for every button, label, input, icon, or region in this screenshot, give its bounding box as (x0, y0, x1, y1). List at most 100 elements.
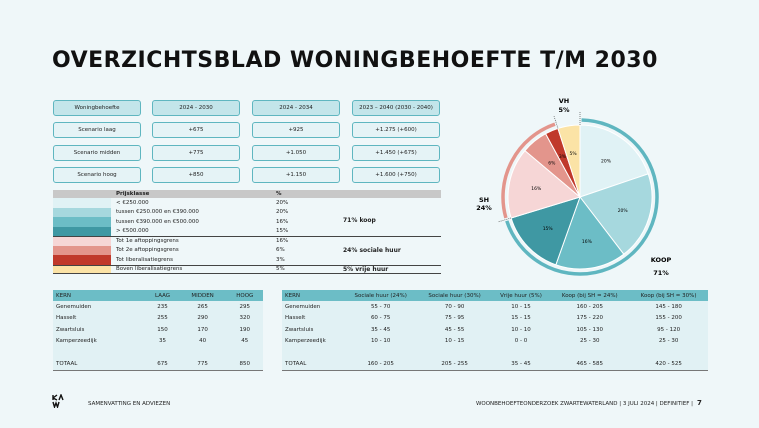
price-label: < €250.000 (116, 199, 149, 206)
price-row: tussen €390.000 en €500.000 16% (53, 217, 441, 227)
column-header: Koop (bij SH = 24%) (550, 290, 630, 301)
table-cell: 320 (239, 315, 251, 322)
group-sociale-huur: 24% sociale huur (343, 246, 401, 254)
table-cell: TOTAAL (56, 361, 78, 368)
column-header: MIDDEN (178, 290, 227, 301)
footer-section: SAMENVATTING EN ADVIEZEN (88, 401, 171, 407)
table-cell (146, 347, 178, 359)
color-swatch (53, 217, 111, 227)
table-cell: 0 - 0 (514, 338, 528, 345)
table-cell (344, 347, 418, 359)
table-row: Genemuiden 235 265 295 (53, 301, 263, 313)
grid-cell: +850 (152, 167, 240, 183)
grid-cell: Scenario hoog (53, 167, 141, 183)
group-koop: 71% koop (343, 216, 376, 224)
grid-cell: +1.150 (252, 167, 340, 183)
column-header: KERN (282, 290, 344, 301)
group-label-name: KOOP (651, 256, 672, 264)
grid-cell: +1.050 (252, 145, 340, 161)
price-row: Tot 2e aftoppingsgrens 6% 24% sociale huur (53, 245, 441, 255)
table-cell: TOTAAL (285, 361, 307, 368)
price-pct: 6% (276, 247, 285, 254)
group-label-pct: 5% (558, 106, 570, 114)
table-cell: Hasselt (56, 315, 77, 322)
group-label-name: VH (559, 97, 569, 105)
table-cell: 190 (239, 326, 251, 333)
table-row: Zwartsluis 150 170 190 (53, 324, 263, 336)
slice-label: 20% (618, 208, 629, 214)
slice-label: 20% (601, 159, 612, 165)
segment-table: KERN Sociale huur (24%) Sociale huur (30%)… (282, 290, 708, 371)
price-row: tussen €250.000 en €390.000 20% 71% koop (53, 207, 441, 224)
grid-cell: +775 (152, 145, 240, 161)
table-row: TOTAAL 675 775 850 (53, 359, 263, 371)
table-cell (550, 347, 629, 359)
table-cell: 95 - 120 (657, 326, 681, 333)
table-cell (629, 347, 708, 359)
table-row: Hasselt 60 - 75 75 - 95 15 - 15 175 - 220 155… (282, 313, 708, 325)
grid-header: Woningbehoefte (53, 100, 141, 116)
table-cell: 70 - 90 (444, 303, 465, 310)
price-label: Tot 2e aftoppingsgrens (116, 247, 179, 254)
price-pct: 5% (276, 266, 285, 273)
price-pct: 20% (276, 199, 289, 206)
group-vrije-huur: 5% vrije huur (343, 265, 389, 273)
table-cell: 850 (239, 361, 251, 368)
pie-slice (555, 195, 625, 270)
table-cell: Zwartsluis (56, 326, 85, 333)
price-row: Boven liberalisatiegrens 5% 5% vrije huur (53, 264, 441, 274)
table-cell: 35 (159, 338, 167, 345)
page-number: 7 (697, 399, 702, 407)
group-divider (553, 115, 559, 129)
group-ring-sh (501, 122, 556, 219)
group-divider (497, 217, 512, 223)
group-ring-koop (505, 118, 659, 276)
grid-cell: Scenario midden (53, 145, 141, 161)
table-cell: 175 - 220 (576, 315, 604, 322)
color-swatch (53, 198, 111, 208)
column-header: Koop (bij SH = 30%) (629, 290, 708, 301)
table-cell: 420 - 525 (655, 361, 682, 368)
table-cell: 235 (157, 303, 168, 310)
table-cell (227, 347, 263, 359)
table-cell: 25 - 30 (658, 338, 679, 345)
price-row: Tot liberalisatiegrens 3% (53, 255, 441, 265)
table-cell: 60 - 75 (370, 315, 391, 322)
price-class-table: Prijsklasse% < €250.000 20% tussen €250.000… (53, 190, 441, 274)
table-cell (282, 347, 344, 359)
table-cell: 255 (157, 315, 168, 322)
slice-label: 5% (570, 151, 578, 157)
table-cell: 10 - 10 (511, 326, 531, 333)
table-cell: 775 (197, 361, 208, 368)
grid-header: 2024 - 2034 (252, 100, 340, 116)
column-header: Sociale huur (30%) (417, 290, 492, 301)
table-cell: 150 (157, 326, 168, 333)
table-cell: 160 - 205 (367, 361, 394, 368)
table-cell: Genemuiden (285, 303, 321, 310)
table-cell: 40 (199, 338, 207, 345)
price-label: > €500.000 (116, 228, 149, 235)
grid-cell: +925 (252, 122, 340, 138)
price-row: > €500.000 15% (53, 226, 441, 236)
table-cell: 105 - 130 (576, 326, 604, 333)
slice-label: 15% (543, 226, 554, 232)
grid-header: 2023 – 2040 (2030 - 2040) (352, 100, 440, 116)
table-cell (179, 347, 227, 359)
table-cell: 45 (241, 338, 249, 345)
kaw-logo (52, 394, 64, 408)
kern-table: KERN LAAG MIDDEN HOOG Genemuiden 235 265 295 Has… (53, 290, 263, 371)
price-label: tussen €390.000 en €500.000 (116, 218, 199, 225)
price-label: Tot 1e aftoppingsgrens (116, 238, 179, 245)
group-label-pct: 71% (653, 269, 669, 277)
price-pct: 15% (276, 228, 289, 235)
table-cell: Kamperzeedijk (56, 338, 97, 345)
table-cell: 160 - 205 (576, 303, 604, 310)
price-row: Tot 1e aftoppingsgrens 16% (53, 236, 441, 246)
table-cell: 145 - 180 (655, 303, 682, 310)
table-cell: 15 - 15 (511, 315, 531, 322)
grid-cell: Scenario laag (53, 122, 141, 138)
price-label: Tot liberalisatiegrens (116, 256, 173, 263)
pie-slice (579, 173, 653, 255)
table-row (53, 347, 263, 359)
